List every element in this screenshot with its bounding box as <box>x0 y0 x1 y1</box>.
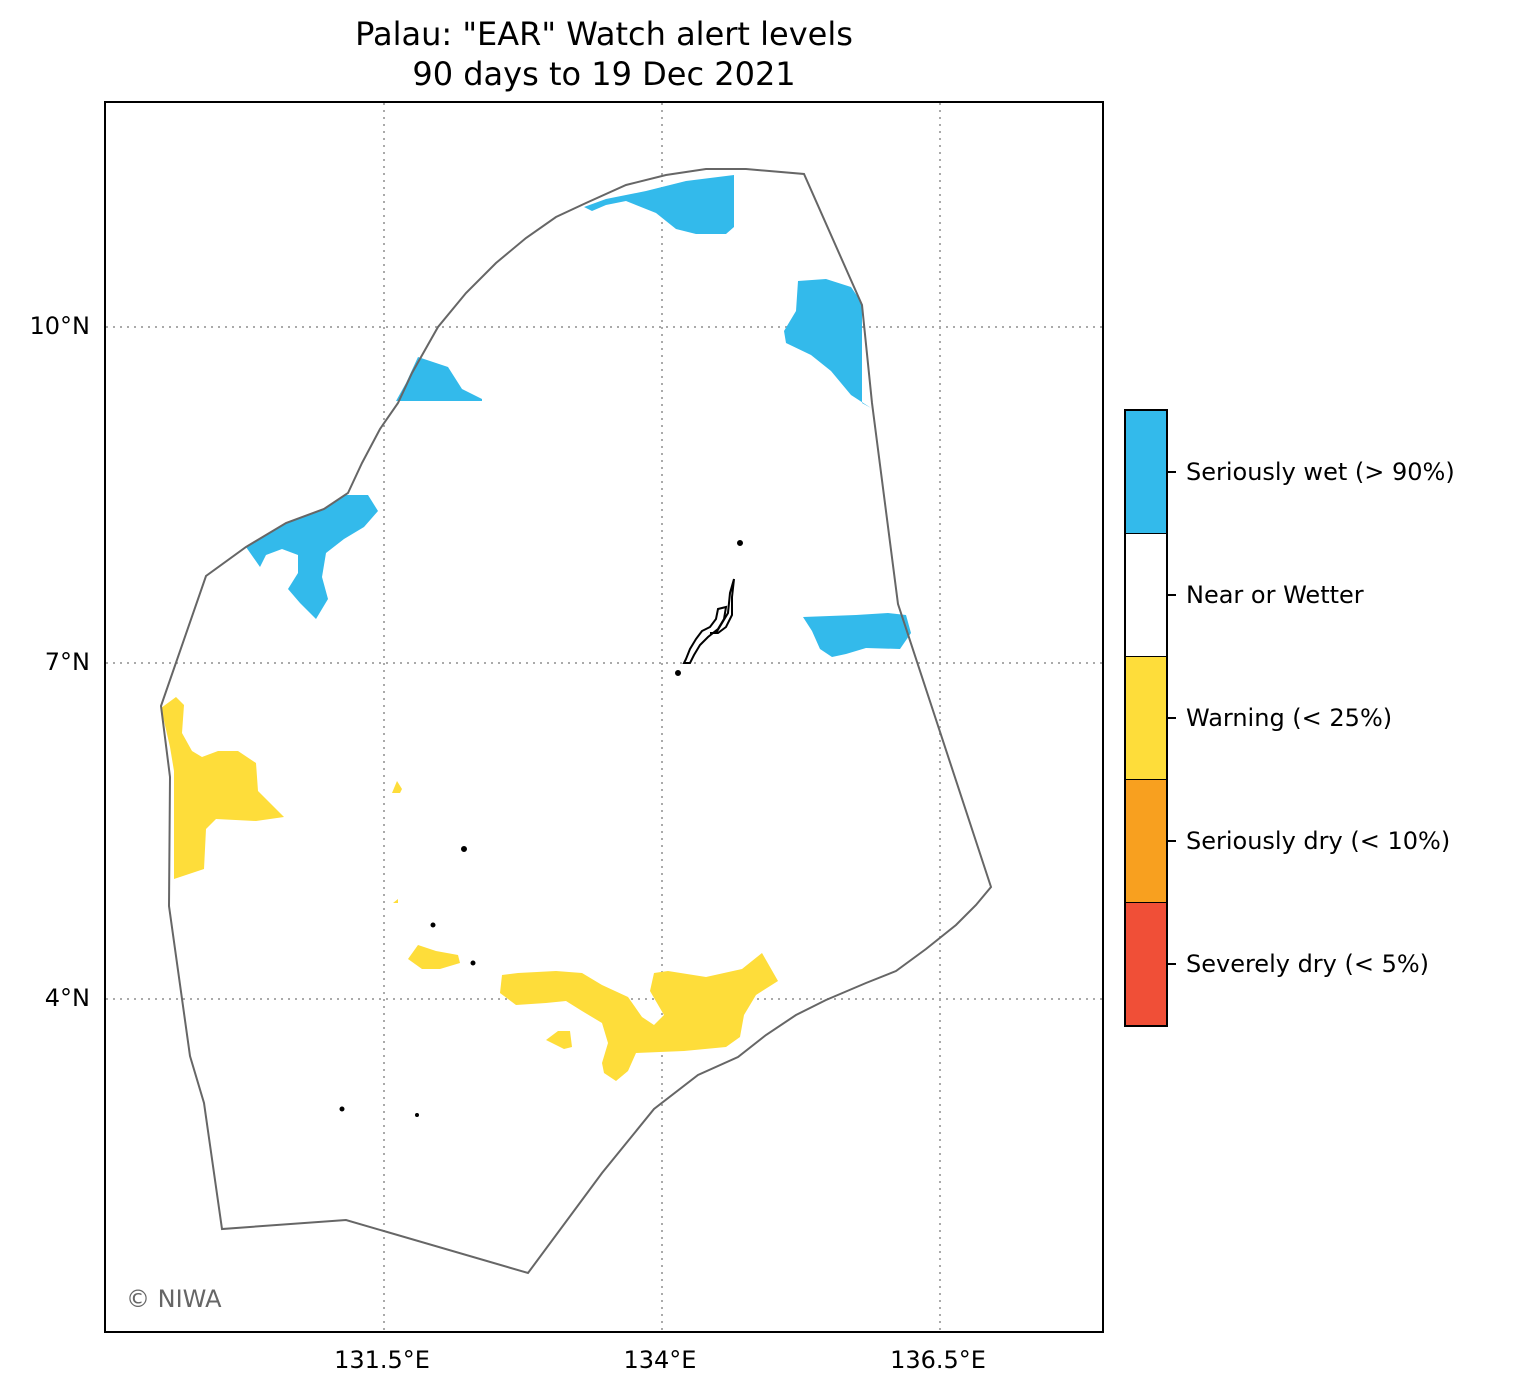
legend-tick <box>1168 963 1176 965</box>
legend-label-seriously-dry: Seriously dry (< 10%) <box>1186 827 1451 855</box>
credit-text: © NIWA <box>126 1285 222 1313</box>
legend-colorbar <box>1124 409 1168 1027</box>
latitude-label-4n: 4°N <box>44 984 90 1012</box>
latitude-label-10n: 10°N <box>29 312 91 340</box>
warn-area-islet-2 <box>393 899 398 903</box>
wet-area-north-central <box>396 357 482 401</box>
warning-areas <box>161 697 778 1081</box>
legend-swatch-seriously-dry <box>1126 780 1166 903</box>
legend-swatch-warning <box>1126 657 1166 780</box>
longitude-label-134e: 134°E <box>623 1346 697 1374</box>
legend-tick <box>1168 717 1176 719</box>
land-masses <box>339 540 743 1117</box>
wet-area-east <box>803 613 911 657</box>
longitude-label-131-5e: 131.5°E <box>334 1346 430 1374</box>
legend-tick <box>1168 840 1176 842</box>
legend-swatch-severely-dry <box>1126 903 1166 1025</box>
map-title: Palau: "EAR" Watch alert levels <box>355 15 853 53</box>
legend-label-warning: Warning (< 25%) <box>1186 704 1393 732</box>
island-pulo-anna <box>470 960 476 966</box>
gridlines <box>106 103 1102 1331</box>
warn-area-south-tiny <box>546 1031 572 1049</box>
legend-label-severely-dry: Severely dry (< 5%) <box>1186 950 1430 978</box>
wet-area-north <box>584 175 734 234</box>
warn-area-south-small <box>408 945 460 969</box>
legend-swatch-near-or-wetter <box>1126 534 1166 657</box>
island-fanna <box>430 922 436 928</box>
island-babeldaob <box>710 578 735 634</box>
wet-area-west <box>246 495 378 619</box>
map-subtitle: 90 days to 19 Dec 2021 <box>412 55 796 93</box>
longitude-label-136-5e: 136.5°E <box>890 1346 986 1374</box>
legend-tick <box>1168 594 1176 596</box>
latitude-label-7n: 7°N <box>44 648 90 676</box>
region-outline <box>159 168 993 1275</box>
map-panel[interactable]: © NIWA <box>104 101 1104 1333</box>
map-canvas <box>106 103 1102 1331</box>
legend-label-seriously-wet: Seriously wet (> 90%) <box>1186 458 1455 486</box>
island-tobi <box>415 1113 419 1117</box>
warn-area-south <box>500 953 778 1081</box>
wet-area-northeast <box>784 279 871 408</box>
legend-label-near-or-wetter: Near or Wetter <box>1186 581 1364 609</box>
seriously-wet-areas <box>246 175 911 657</box>
island-kayangel <box>737 540 743 546</box>
island-chain <box>682 605 728 664</box>
island-merir <box>339 1106 345 1112</box>
warn-area-west <box>161 697 284 879</box>
island-angaur <box>675 670 681 676</box>
legend-swatch-seriously-wet <box>1126 411 1166 534</box>
legend-tick <box>1168 471 1176 473</box>
island-sonsorol <box>461 846 467 852</box>
warn-area-islet-1 <box>392 781 402 793</box>
